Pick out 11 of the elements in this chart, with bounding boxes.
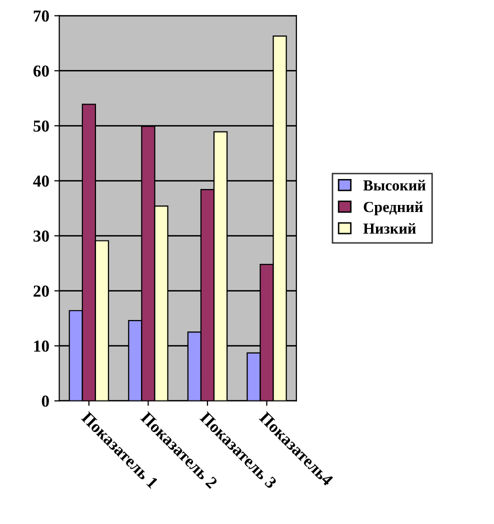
y-tick-label: 40 [33, 175, 49, 187]
y-tick-label: 20 [34, 286, 49, 297]
legend-label: Высокий [363, 180, 426, 191]
y-tick-label: 0 [42, 396, 49, 407]
y-tick-label: 10 [34, 340, 49, 352]
y-tick-label: 70 [34, 10, 49, 22]
legend-label: Средний [364, 201, 423, 216]
y-tick-label: 30 [34, 230, 49, 242]
legend-label: Низкий [363, 223, 416, 234]
y-tick-label: 60 [33, 65, 49, 77]
y-tick-label: 50 [34, 120, 49, 132]
